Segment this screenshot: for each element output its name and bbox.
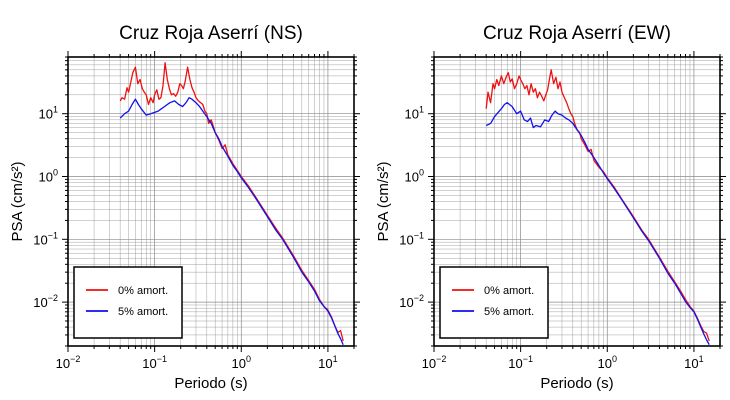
y-tick-label: 100	[39, 168, 58, 185]
series-line-damped-5pct	[119, 97, 344, 345]
legend: 0% amort. 5% amort.	[439, 266, 549, 339]
y-tick-label: 10−1	[33, 230, 58, 247]
x-axis-label: Periodo (s)	[540, 375, 613, 392]
chart-title: Cruz Roja Aserrí (EW)	[483, 23, 671, 44]
legend-label: 5% amort.	[118, 306, 168, 318]
plot-frame	[428, 51, 726, 352]
y-tick-label: 101	[39, 105, 58, 122]
y-tick-label: 10−1	[399, 230, 424, 247]
y-tick-label: 101	[405, 105, 424, 122]
x-tick-label: 10−2	[422, 354, 447, 371]
y-tick-label: 10−2	[399, 293, 424, 310]
y-axis-label: PSA (cm/s²)	[375, 161, 392, 241]
chart-title: Cruz Roja Aserrí (NS)	[119, 23, 303, 44]
x-axis-label: Periodo (s)	[174, 375, 247, 392]
x-tick-label: 10−1	[142, 354, 167, 371]
legend-box	[439, 266, 549, 339]
legend: 0% amort. 5% amort.	[73, 266, 183, 339]
x-tick-label: 100	[598, 354, 617, 371]
series-line-damped-5pct	[485, 102, 710, 346]
x-tick-label: 100	[232, 354, 251, 371]
chart-panel-2: 10−2 10−1 100 101 10−2 10−1 100 101 Cruz Roja As…	[375, 23, 726, 392]
x-tick-label: 101	[684, 354, 703, 371]
legend-label: 0% amort.	[484, 285, 534, 297]
chart-panel-1: 10−2 10−1 100 101 10−2 10−1 100 101 Cruz Roja As…	[9, 23, 360, 392]
x-tick-label: 10−1	[508, 354, 533, 371]
series-line-undamped	[485, 69, 710, 342]
legend-label: 0% amort.	[118, 285, 168, 297]
y-tick-label: 100	[405, 168, 424, 185]
plot-frame	[62, 51, 360, 352]
y-axis-label: PSA (cm/s²)	[9, 161, 26, 241]
grid-lines	[67, 56, 355, 347]
x-tick-label: 101	[318, 354, 337, 371]
x-tick-label: 10−2	[56, 354, 81, 371]
legend-box	[73, 266, 183, 339]
y-tick-label: 10−2	[33, 293, 58, 310]
series-line-undamped	[119, 62, 344, 342]
legend-label: 5% amort.	[484, 306, 534, 318]
